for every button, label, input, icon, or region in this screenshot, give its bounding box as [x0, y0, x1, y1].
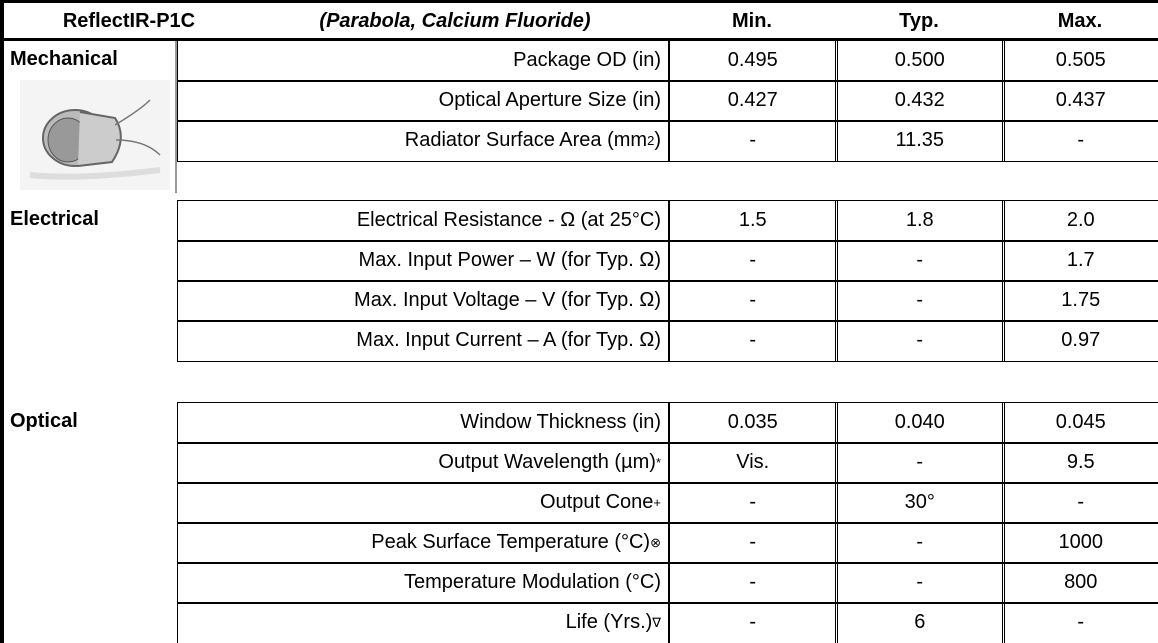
parameter-text: Window Thickness (in) [460, 411, 661, 434]
value-cell: 0.035 [668, 402, 838, 444]
parameter-cell: Max. Input Voltage – V (for Typ. Ω) [177, 280, 670, 322]
value-cell: 1.75 [1002, 280, 1158, 322]
value-cell: 0.500 [835, 40, 1005, 82]
column-header: Min. [668, 3, 836, 39]
value-cell: 0.432 [835, 80, 1005, 122]
parameter-cell: Max. Input Power – W (for Typ. Ω) [177, 240, 670, 282]
parameter-text: Peak Surface Temperature (°C) [371, 531, 650, 554]
value-cell: - [668, 320, 838, 362]
value-cell: - [668, 482, 838, 524]
value-cell: - [835, 562, 1005, 604]
value-cell: 0.505 [1002, 40, 1158, 82]
value-cell: - [668, 240, 838, 282]
value-cell: - [835, 280, 1005, 322]
parameter-text: ) [654, 129, 661, 152]
value-cell: 11.35 [835, 120, 1005, 162]
parameter-cell: Life (Yrs.)∇ [177, 602, 670, 643]
section-label: Optical [10, 410, 78, 433]
parameter-text: Max. Input Power – W (for Typ. Ω) [359, 249, 661, 272]
value-cell: 2.0 [1002, 200, 1158, 242]
value-cell: 800 [1002, 562, 1158, 604]
value-cell: - [668, 120, 838, 162]
value-cell: 0.045 [1002, 402, 1158, 444]
parameter-text: Electrical Resistance - Ω (at 25°C) [357, 209, 661, 232]
value-cell: 1000 [1002, 522, 1158, 564]
parameter-cell: Package OD (in) [177, 40, 670, 82]
value-cell: - [1002, 482, 1158, 524]
column-header: Max. [1002, 3, 1158, 39]
value-cell: 0.040 [835, 402, 1005, 444]
parameter-text: Output Cone [540, 491, 653, 514]
parameter-text: Optical Aperture Size (in) [439, 89, 661, 112]
product-photo [20, 80, 170, 190]
value-cell: - [668, 280, 838, 322]
product-name: ReflectIR-P1C [4, 3, 254, 39]
value-cell: 9.5 [1002, 442, 1158, 484]
value-cell: 0.97 [1002, 320, 1158, 362]
parameter-text: Life (Yrs.) [566, 611, 653, 634]
value-cell: 1.7 [1002, 240, 1158, 282]
value-cell: - [668, 562, 838, 604]
value-cell: - [835, 320, 1005, 362]
value-cell: 1.8 [835, 200, 1005, 242]
left-rule [0, 0, 4, 643]
value-cell: 0.427 [668, 80, 838, 122]
value-cell: - [835, 442, 1005, 484]
value-cell: - [835, 240, 1005, 282]
section-label: Mechanical [10, 48, 118, 71]
value-cell: 0.495 [668, 40, 838, 82]
value-cell: - [835, 522, 1005, 564]
parameter-cell: Temperature Modulation (°C) [177, 562, 670, 604]
parameter-text: Output Wavelength (µm) [438, 451, 656, 474]
column-header: Typ. [835, 3, 1003, 39]
value-cell: Vis. [668, 442, 838, 484]
value-cell: 30° [835, 482, 1005, 524]
section-label: Electrical [10, 208, 99, 231]
parameter-text: Temperature Modulation (°C) [404, 571, 661, 594]
value-cell: 0.437 [1002, 80, 1158, 122]
value-cell: - [1002, 120, 1158, 162]
parameter-cell: Peak Surface Temperature (°C)⊗ [177, 522, 670, 564]
value-cell: 6 [835, 602, 1005, 643]
parameter-text: Max. Input Voltage – V (for Typ. Ω) [354, 289, 661, 312]
parameter-cell: Max. Input Current – A (for Typ. Ω) [177, 320, 670, 362]
parameter-cell: Window Thickness (in) [177, 402, 670, 444]
value-cell: - [668, 602, 838, 643]
parameter-cell: Output Cone+ [177, 482, 670, 524]
parameter-cell: Electrical Resistance - Ω (at 25°C) [177, 200, 670, 242]
spec-table: ReflectIR-P1C (Parabola, Calcium Fluorid… [0, 0, 1158, 643]
value-cell: - [1002, 602, 1158, 643]
parameter-cell: Optical Aperture Size (in) [177, 80, 670, 122]
product-description: (Parabola, Calcium Fluoride) [255, 3, 655, 39]
parameter-cell: Output Wavelength (µm)* [177, 442, 670, 484]
parameter-text: Max. Input Current – A (for Typ. Ω) [356, 329, 661, 352]
value-cell: - [668, 522, 838, 564]
parameter-text: Package OD (in) [513, 49, 661, 72]
value-cell: 1.5 [668, 200, 838, 242]
parameter-text: Radiator Surface Area (mm [405, 129, 647, 152]
